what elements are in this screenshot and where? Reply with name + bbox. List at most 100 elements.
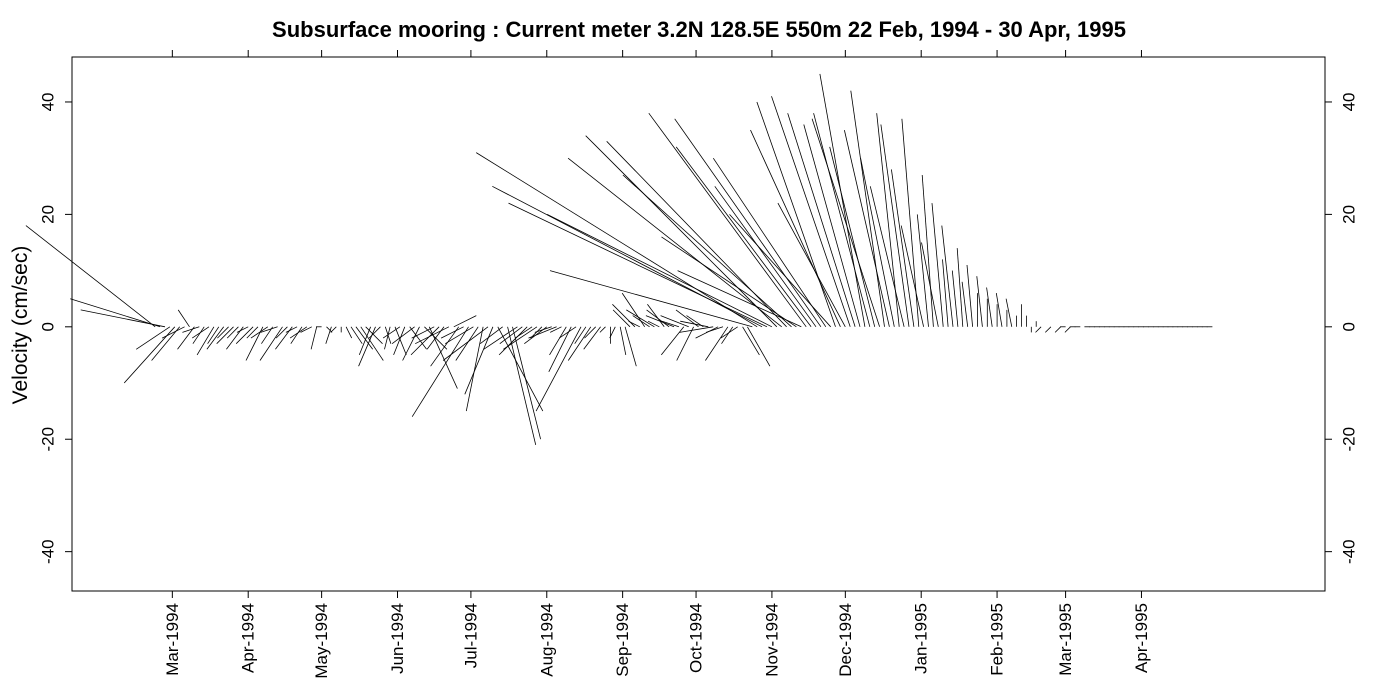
velocity-stick-144	[803, 124, 861, 327]
chart-title: Subsurface mooring : Current meter 3.2N …	[272, 17, 1126, 42]
velocity-stick-26	[259, 326, 283, 361]
velocity-stick-151	[860, 158, 895, 327]
velocity-stick-10	[192, 326, 205, 344]
x-tick-label: Dec-1994	[836, 603, 855, 677]
velocity-stick-121	[747, 326, 771, 367]
velocity-stick-135	[714, 186, 817, 328]
velocity-stick-63	[440, 326, 464, 339]
velocity-stick-70	[497, 326, 544, 412]
velocity-stick-134	[675, 146, 812, 328]
y-tick-label-left: -40	[39, 539, 58, 564]
velocity-stick-9	[182, 326, 200, 333]
velocity-stick-105	[646, 309, 670, 328]
velocity-stick-116	[705, 326, 724, 333]
velocity-stick-128	[567, 157, 782, 328]
velocity-stick-75	[499, 326, 523, 345]
velocity-stick-2	[80, 309, 166, 328]
y-tick-label-right: 20	[1340, 205, 1359, 224]
velocity-stick-90	[584, 326, 596, 339]
velocity-stick-64	[411, 326, 469, 417]
velocity-stick-60	[415, 326, 450, 345]
y-axis-right: -40 -20 0 20 40	[1325, 93, 1359, 564]
velocity-stick-141	[777, 202, 846, 327]
velocity-stick-52	[409, 326, 427, 350]
velocity-stick-40	[350, 326, 363, 344]
velocity-stick-13	[207, 326, 220, 344]
velocity-stick-173	[995, 293, 1003, 327]
velocity-stick-83	[550, 326, 562, 333]
y-tick-label-left: 0	[39, 322, 58, 331]
velocity-stick-110	[676, 326, 694, 361]
y-tick-label-right: -40	[1340, 539, 1359, 564]
velocity-stick-142	[771, 96, 851, 327]
velocity-stick-7	[177, 309, 190, 328]
velocity-stick-44	[358, 326, 371, 356]
velocity-stick-139	[756, 101, 836, 327]
velocity-stick-65	[444, 326, 474, 345]
x-axis-top	[171, 50, 1142, 57]
velocity-stick-125	[508, 202, 768, 328]
velocity-stick-41	[355, 326, 374, 350]
velocity-stick-149	[850, 90, 885, 327]
velocity-stick-77	[514, 326, 533, 339]
velocity-stick-8	[177, 326, 195, 350]
velocity-stick-118	[721, 326, 734, 344]
y-tick-label-right: 40	[1340, 93, 1359, 112]
velocity-stick-136	[674, 118, 822, 328]
velocity-stick-66	[455, 326, 479, 361]
velocity-stick-171	[986, 287, 993, 327]
velocity-stick-162	[942, 259, 949, 327]
velocity-stick-85	[548, 326, 572, 372]
velocity-stick-6	[161, 326, 185, 339]
velocity-stick-107	[661, 320, 680, 328]
velocity-stick-146	[813, 113, 871, 327]
x-tick-label: Apr-1994	[239, 603, 258, 673]
velocity-stick-23	[250, 326, 269, 339]
velocity-stick-12	[196, 326, 215, 356]
x-tick-label: Mar-1994	[163, 603, 182, 676]
x-tick-label: Mar-1995	[1056, 603, 1075, 676]
velocity-stick-94	[609, 326, 616, 339]
velocity-stick-183	[1045, 326, 1052, 333]
velocity-stick-164	[951, 270, 959, 327]
y-tick-label-left: -20	[39, 427, 58, 452]
velocity-stick-56	[428, 326, 458, 389]
velocity-stick-161	[931, 203, 944, 327]
velocity-stick-157	[900, 225, 924, 327]
velocity-stick-54	[402, 326, 420, 361]
velocity-stick-30	[290, 326, 303, 344]
velocity-stick-62	[430, 326, 460, 367]
velocity-stick-122	[549, 270, 753, 328]
velocity-stick-132	[677, 270, 802, 328]
velocity-stick-87	[535, 326, 582, 412]
velocity-stick-137	[712, 157, 827, 328]
velocity-stick-138	[729, 214, 831, 328]
x-tick-label: Feb-1995	[988, 603, 1007, 676]
velocity-stick-95	[619, 326, 627, 355]
velocity-stick-154	[880, 124, 910, 327]
velocity-stick-163	[941, 225, 954, 327]
velocity-stick-104	[647, 304, 665, 328]
velocity-stick-16	[216, 326, 234, 344]
x-tick-label: Nov-1994	[762, 603, 781, 677]
velocity-stick-58	[410, 326, 440, 356]
velocity-stick-99	[628, 320, 640, 328]
velocity-stick-96	[624, 326, 637, 367]
y-tick-label-right: 0	[1340, 322, 1359, 331]
velocity-stick-109	[660, 315, 689, 328]
velocity-stick-39	[345, 326, 353, 339]
velocity-stick-166	[961, 281, 969, 327]
velocity-stick-74	[483, 326, 518, 350]
velocity-stick-145	[819, 73, 866, 327]
velocity-stick-42	[360, 326, 384, 361]
velocity-stick-53	[391, 326, 415, 345]
x-tick-label: Jan-1995	[912, 603, 931, 674]
velocity-stick-1	[70, 298, 161, 328]
velocity-stick-167	[966, 264, 973, 327]
velocity-stick-91	[583, 326, 601, 350]
velocity-stick-68	[442, 326, 489, 361]
velocity-stick-127	[585, 135, 778, 328]
velocity-stick-29	[285, 326, 298, 333]
velocity-stick-17	[226, 326, 239, 339]
velocity-stick-123	[475, 152, 758, 328]
